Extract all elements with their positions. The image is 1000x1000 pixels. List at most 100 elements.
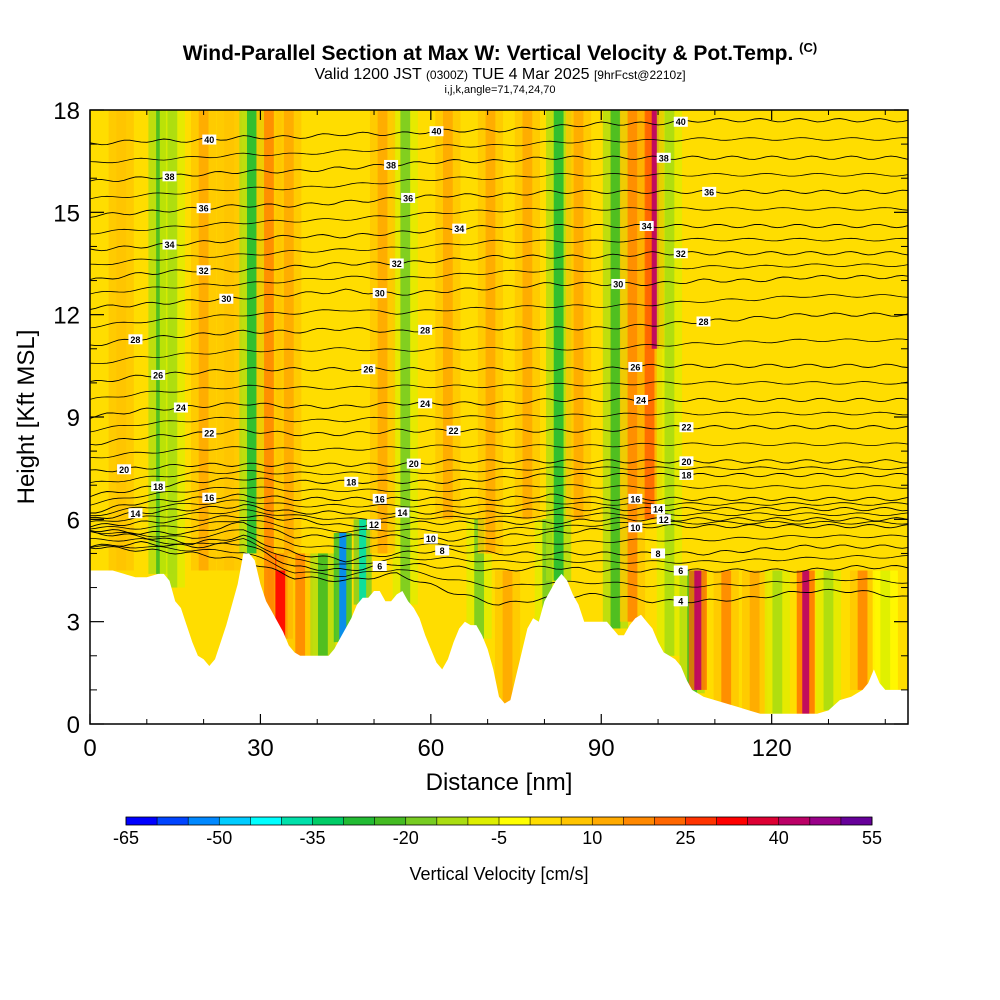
isentrope-line: [90, 118, 908, 146]
contour-label: 14: [130, 509, 140, 519]
isentrope-line: [90, 519, 908, 533]
contour-label: 26: [363, 365, 373, 375]
contour-label: 36: [199, 204, 209, 214]
colorbar-swatch: [250, 817, 282, 825]
isentrope-line: [90, 530, 908, 563]
velocity-column: [198, 110, 209, 571]
title-block: Wind-Parallel Section at Max W: Vertical…: [0, 36, 1000, 96]
contour-label: 22: [681, 423, 691, 433]
contour-label: 10: [426, 534, 436, 544]
contour-label-box: [384, 159, 399, 170]
isentrope-line: [90, 442, 908, 459]
y-tick-label: 15: [53, 200, 80, 227]
terrain-base: [90, 724, 908, 726]
valid-time: Valid 1200 JST (0300Z) TUE 4 Mar 2025 [9…: [314, 66, 686, 83]
velocity-column: [283, 110, 294, 571]
colorbar-swatch: [343, 817, 375, 825]
colorbar-swatch: [281, 817, 313, 825]
contour-label: 32: [676, 249, 686, 259]
colorbar-tick-label: -20: [393, 828, 419, 848]
velocity-column: [485, 110, 496, 554]
colorbar-swatch: [467, 817, 500, 825]
velocity-column: [400, 110, 411, 605]
colorbar-swatch: [809, 817, 842, 825]
contour-label-box: [406, 458, 421, 469]
isentrope-line: [90, 514, 908, 528]
contour-label-box: [196, 265, 211, 276]
velocity-column: [264, 110, 274, 639]
copyright-mark: (C): [799, 40, 818, 55]
colorbar-swatch: [499, 817, 531, 825]
isentrope-line: [90, 411, 908, 433]
contour-label: 28: [698, 317, 708, 327]
terrain-mask: [90, 553, 908, 726]
contour-label: 20: [409, 459, 419, 469]
isentrope-line: [90, 493, 908, 514]
velocity-column: [359, 519, 367, 605]
velocity-column: [295, 553, 306, 656]
velocity-column: [857, 570, 868, 690]
colorbar-swatch: [188, 817, 220, 825]
x-tick-label: 30: [247, 735, 274, 762]
contour-label: 30: [221, 294, 231, 304]
contour-label: 32: [199, 266, 209, 276]
colorbar-swatch: [405, 817, 438, 825]
contour-label: 38: [165, 172, 175, 182]
contour-label: 6: [678, 566, 683, 576]
isentrope-line: [90, 509, 908, 522]
contour-label: 18: [346, 477, 356, 487]
isentrope-line: [90, 541, 908, 573]
grid-info: i,j,k,angle=71,74,24,70: [444, 84, 556, 96]
isentrope-line: [90, 484, 908, 506]
contour-label-box: [435, 545, 450, 556]
contour-label-box: [656, 514, 671, 525]
isentrope-line: [90, 223, 908, 252]
contour-label-box: [679, 469, 694, 480]
contour-label-box: [679, 456, 694, 467]
isentrope-line: [90, 459, 908, 473]
y-tick-label: 3: [67, 610, 80, 637]
contour-label: 16: [204, 493, 214, 503]
colorbar-swatch: [126, 817, 158, 825]
contour-label: 14: [653, 505, 663, 515]
isentrope-line: [90, 425, 908, 446]
colorbar-tick-label: -5: [491, 828, 507, 848]
colorbar-tick-label: -35: [299, 828, 325, 848]
contour-label-box: [651, 504, 666, 515]
contour-label: 40: [204, 135, 214, 145]
colorbar: -65 -50 -35 -20 -5 10 25 40 55: [113, 816, 882, 848]
contour-label-box: [162, 239, 177, 250]
colorbar-swatch: [374, 817, 407, 825]
contour-label: 22: [449, 426, 459, 436]
x-tick-label: 120: [752, 735, 792, 762]
contour-label-box: [151, 481, 166, 492]
isentrope-line: [90, 397, 908, 419]
velocity-column: [573, 110, 584, 520]
velocity-column: [694, 570, 702, 690]
contour-label-box: [429, 126, 444, 137]
contour-label: 24: [636, 395, 646, 405]
colorbar-swatch: [592, 817, 624, 825]
contour-label: 40: [432, 127, 442, 137]
colorbar-swatch: [654, 817, 686, 825]
colorbar-swatch: [157, 817, 189, 825]
potential-temperature-contours: [90, 118, 908, 606]
isentrope-line: [90, 237, 908, 266]
colorbar-tick-label: -50: [206, 828, 232, 848]
velocity-column: [880, 570, 891, 690]
isentrope-line: [90, 544, 908, 589]
velocity-column: [167, 110, 178, 588]
contour-label-box: [202, 492, 217, 503]
contour-label-box: [151, 369, 166, 380]
x-tick-label: 90: [588, 735, 615, 762]
contour-label-box: [673, 596, 688, 607]
contour-label: 8: [656, 549, 661, 559]
contour-label: 4: [678, 597, 683, 607]
y-tick-label: 6: [67, 507, 80, 534]
chart-title: Wind-Parallel Section at Max W: Vertical…: [182, 40, 818, 65]
colorbar-tick-label: 25: [675, 828, 695, 848]
isentrope-line: [90, 294, 908, 329]
x-tick-label: 60: [417, 735, 444, 762]
velocity-column: [275, 553, 286, 639]
